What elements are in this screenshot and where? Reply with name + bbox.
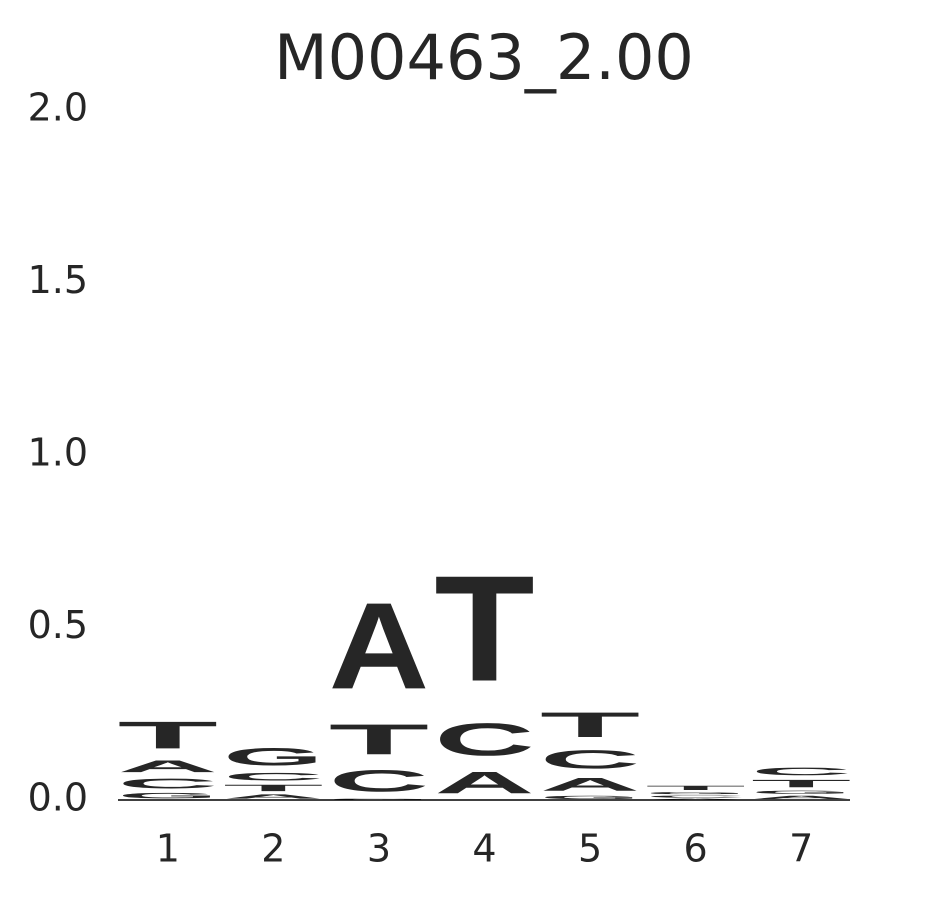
letter: A [118,757,218,776]
y-tick-label: 1.0 [28,431,88,475]
letter: T [540,705,640,745]
letter: G [540,795,640,800]
letter: A [751,795,851,800]
y-tick-label: 1.5 [28,258,88,302]
letter: A [434,766,534,800]
letter: C [434,713,534,765]
y-tick-label: 0.5 [28,603,88,647]
letter: T [645,784,745,791]
y-tick-label: 0.0 [28,776,88,820]
letter: T [329,715,429,763]
letter: T [434,545,534,713]
letter: T [751,778,851,790]
letter: C [118,776,218,791]
x-tick-label: 1 [156,827,180,871]
letter: C [751,765,851,777]
x-tick-label: 4 [472,827,496,871]
letter: G [223,743,323,771]
letter: A [223,793,323,800]
letter: C [540,745,640,774]
letter: G [751,790,851,795]
letter: G [645,791,745,794]
letter: A [645,798,745,800]
x-tick-label: 6 [684,827,708,871]
letter: C [329,764,429,798]
x-tick-label: 3 [367,827,391,871]
y-tick-label: 2.0 [28,86,88,130]
letter: A [329,577,429,715]
letter: T [223,783,323,793]
x-tick-label: 7 [789,827,813,871]
letter: C [223,771,323,783]
x-tick-label: 2 [261,827,285,871]
letter: G [329,798,429,800]
chart-title: M00463_2.00 [274,21,694,94]
letter: C [645,795,745,798]
letter: T [118,714,218,757]
letter: A [540,774,640,795]
x-tick-label: 5 [578,827,602,871]
letter: G [118,791,218,800]
